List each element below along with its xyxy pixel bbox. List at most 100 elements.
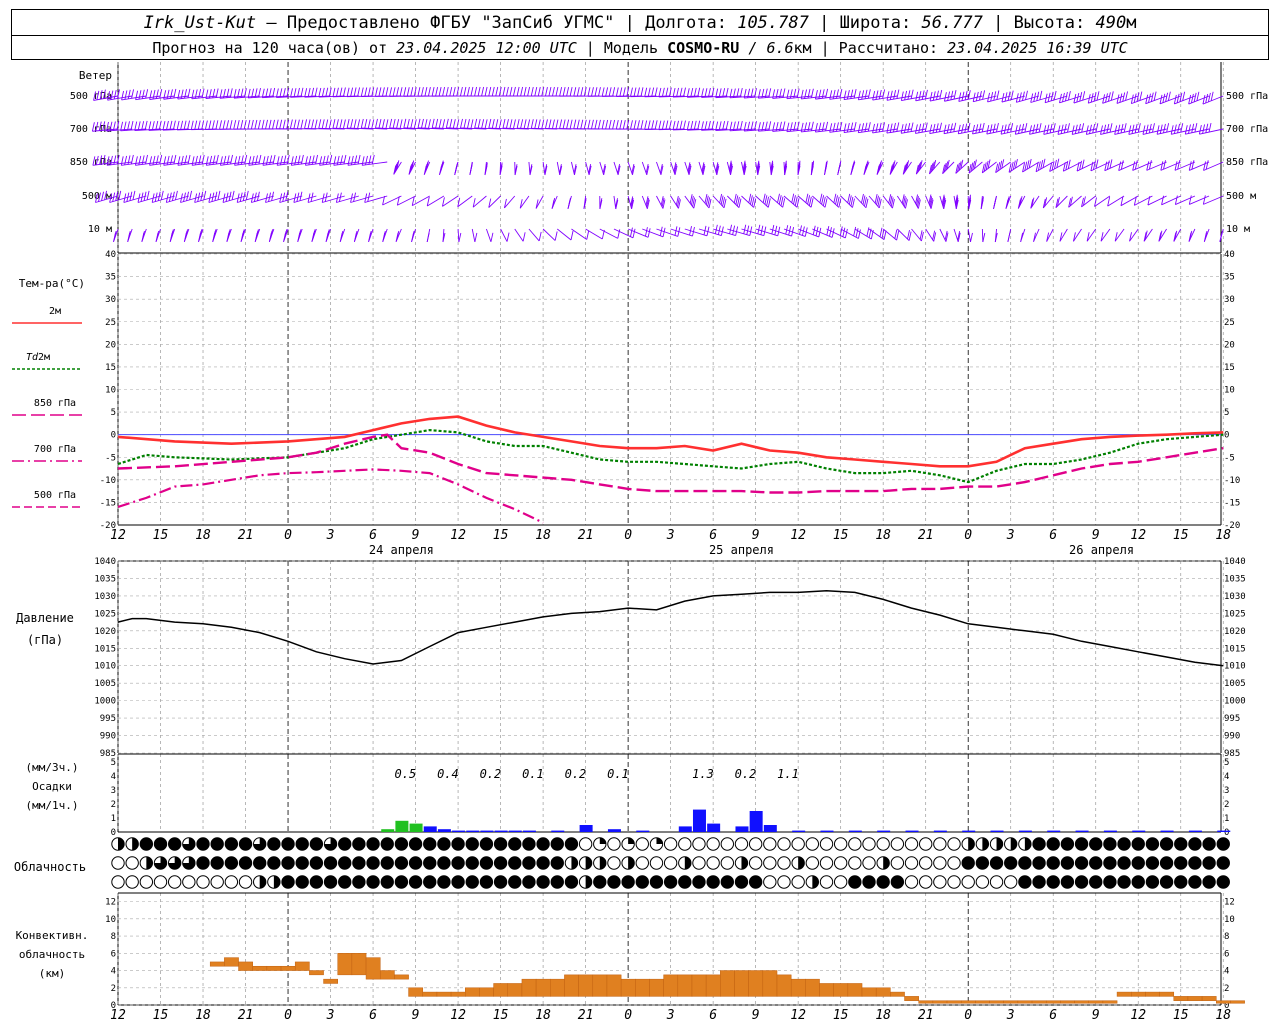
cloud-cover-circle [408,875,423,889]
wind-barb-feather [839,121,843,132]
wind-barb-feather [1106,160,1110,170]
cloud-cover-circle [1018,875,1032,889]
wind-barb-feather [322,155,326,166]
wind-barb-feather [732,88,736,98]
wind-barb-feather [325,155,329,165]
wind-barb-feather [1095,123,1099,133]
wind-barb-feather [718,121,722,131]
wind-barb-feather [875,90,879,100]
wind-barb-feather [957,232,961,242]
convective-bar [436,991,452,997]
wind-barb-feather [215,88,219,98]
wind-barb-feather [692,197,696,207]
wind-barb-feather [212,155,216,165]
wind-barb-feather [907,90,911,100]
wind-barb-feather [1036,91,1040,101]
wind-barb-feather [1184,125,1188,135]
wind-barb-feather [127,155,131,165]
wind-barb-feather [743,121,747,132]
wind-barb-staff [500,228,508,242]
wind-barb-feather [619,120,623,130]
wind-barb-feather [1018,92,1022,102]
wind-barb-feather [647,120,651,130]
conv-tick-right: 0 [1224,1001,1229,1011]
convective-bar [975,1000,990,1004]
cloud-cover-circle [918,837,933,851]
cloud-cover-circle [1188,856,1202,870]
convective-bar [1173,996,1189,1001]
wind-barb-feather [530,119,534,129]
wind-barb-feather [904,90,908,101]
wind-barb-staff [1132,161,1153,171]
wind-barb-feather [764,88,768,98]
legend-label: 700 гПа [34,444,76,455]
wind-barb-feather [410,162,414,172]
wind-barb-feather [187,120,191,130]
cloud-cover-sector [982,837,989,851]
wind-barb-feather [463,118,467,129]
wind-barb-feather [201,154,205,165]
wind-barb-staff [1049,161,1068,172]
wind-barb-feather [1081,197,1084,207]
wind-barb-feather [529,164,533,174]
wind-barb-feather [651,120,655,130]
wind-barb-staff [1057,128,1082,135]
wind-barb-feather [1028,158,1032,169]
wind-barb-feather [470,162,473,172]
wind-barb-feather [107,91,111,101]
wind-barb-feather [96,90,100,100]
cloud-cover-circle [975,875,990,889]
precip-amount-label: 0.2 [735,767,757,781]
wind-barb-staff [1116,95,1139,104]
precipitation-panel: 0011223344550.50.40.20.10.20.11.30.21.10… [26,753,1231,838]
temp-tick-left: -15 [100,498,116,508]
wind-barb-feather [598,87,601,97]
wind-barb-feather [194,193,198,203]
wind-barb-feather [659,163,663,174]
cloud-cover-circle [1174,875,1188,889]
wind-barb-feather [770,164,774,174]
wind-barb-staff [1046,228,1054,242]
wind-barb-feather [598,119,601,129]
wind-barb-feather [770,160,774,170]
wind-barb-feather [562,119,566,129]
wind-barb-feather [171,191,175,201]
wind-barb-feather [1047,92,1051,102]
wind-barb-feather [241,229,245,239]
convective-bar [691,974,707,997]
wind-barb-feather [514,164,518,174]
axis1-hour-label: 3 [666,528,675,543]
wind-level-label-right: 850 гПа [1226,157,1268,168]
axis1-hour-label: 6 [1049,528,1057,543]
wind-barb-feather [1082,91,1086,101]
precip-tick-left: 5 [111,758,116,768]
wind-barb-feather [782,198,786,208]
temp-tick-left: -10 [100,476,116,486]
cloud-cover-circle [1174,837,1188,851]
convective-bar [805,978,820,997]
wind-barb-feather [829,227,832,237]
wind-barb-staff [318,127,345,130]
wind-barb-feather [339,119,343,129]
wind-barb-feather [118,190,122,200]
wind-barb-feather [269,155,273,165]
wind-barb-feather [1170,125,1174,135]
cloud-cover-circle [564,875,579,889]
convective-bar [932,1000,948,1004]
wind-barb-feather [427,87,431,97]
wind-barb-feather [231,190,235,200]
wind-barb-feather [996,90,1000,100]
wind-barb-feather [766,196,770,206]
cloud-cover-circle [479,856,494,870]
cloud-cover-circle [678,875,692,889]
wind-barb-feather [145,89,149,99]
wind-barb-feather [1153,91,1157,101]
wind-barb-feather [325,87,329,97]
wind-barb-feather [1123,123,1127,133]
wind-barb-feather [573,87,577,97]
wind-barb-feather [364,119,368,129]
wind-barb-feather [784,164,787,174]
temp-tick-right: 0 [1224,431,1229,441]
wind-barb-staff [109,195,133,203]
wind-barb-feather [707,197,711,207]
